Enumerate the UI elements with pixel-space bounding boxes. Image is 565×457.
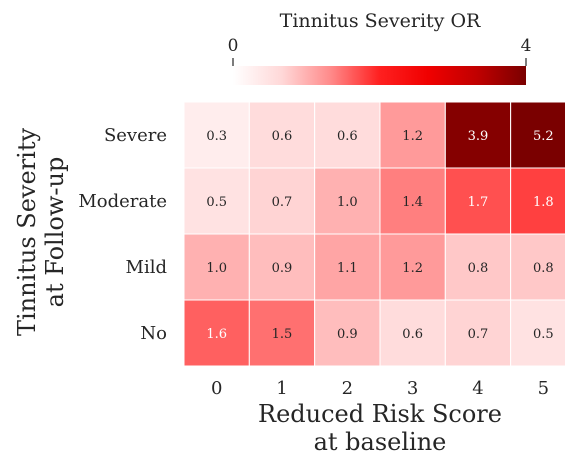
heatmap-cell (314, 299, 381, 367)
colorbar-title: Tinnitus Severity OR (280, 10, 481, 32)
x-tick-labels: 0 1 2 3 4 5 (211, 378, 549, 399)
cell-value-label: 1.7 (468, 195, 489, 210)
cell-value-label: 0.8 (533, 261, 554, 276)
cell-value-label: 3.9 (468, 129, 489, 144)
cell-value-label: 1.2 (402, 261, 423, 276)
colorbar-gradient (233, 66, 526, 85)
cell-value-label: 0.9 (337, 327, 358, 342)
cell-value-label: 0.6 (337, 129, 358, 144)
x-axis-label-line1: Reduced Risk Score (258, 400, 502, 428)
cell-value-label: 1.6 (206, 327, 227, 342)
cell-value-label: 0.9 (272, 261, 293, 276)
x-tick-label: 0 (211, 378, 222, 399)
colorbar-tick-label-min: 0 (228, 36, 239, 56)
heatmap-cell (444, 167, 512, 235)
cell-value-label: 0.5 (533, 327, 554, 342)
heatmap-cell (183, 167, 250, 235)
y-tick-label: Mild (126, 257, 167, 278)
cell-value-label: 1.5 (272, 327, 293, 342)
y-axis-label-line1: Tinnitus Severity (13, 128, 41, 337)
heatmap-cell (510, 233, 565, 301)
y-axis-label-line2: at Follow-up (41, 157, 69, 308)
heatmap-cells: 0.3 0.6 0.6 1.2 3.9 5.2 0.5 0.7 1.0 1.4 1.7 1.8 1.0 0… (183, 101, 565, 367)
heatmap-cell (510, 101, 565, 169)
heatmap-cell (183, 101, 250, 169)
x-tick-label: 1 (276, 378, 287, 399)
heatmap-cell (248, 233, 316, 301)
cell-value-label: 0.5 (206, 195, 227, 210)
cell-value-label: 0.3 (206, 129, 227, 144)
cell-value-label: 0.6 (402, 327, 423, 342)
cell-value-label: 0.6 (272, 129, 293, 144)
y-tick-label: Severe (104, 125, 167, 146)
cell-value-label: 0.7 (468, 327, 489, 342)
heatmap-cell (444, 233, 512, 301)
heatmap-cell (444, 299, 512, 367)
heatmap-cell (379, 101, 446, 169)
heatmap-cell (510, 167, 565, 235)
heatmap-cell (510, 299, 565, 367)
cell-value-label: 1.0 (206, 261, 227, 276)
heatmap-cell (248, 101, 316, 169)
x-tick-label: 5 (538, 378, 549, 399)
y-axis-label: Tinnitus Severity at Follow-up (13, 128, 69, 337)
heatmap-cell (248, 299, 316, 367)
cell-value-label: 1.2 (402, 129, 423, 144)
x-tick-label: 3 (407, 378, 418, 399)
heatmap-cell (314, 233, 381, 301)
y-tick-labels: Severe Moderate Mild No (78, 125, 167, 344)
cell-value-label: 1.1 (337, 261, 358, 276)
cell-value-label: 1.8 (533, 195, 554, 210)
x-tick-label: 4 (472, 378, 483, 399)
colorbar: Tinnitus Severity OR 0 4 (228, 10, 532, 85)
heatmap-cell (183, 233, 250, 301)
cell-value-label: 0.7 (272, 195, 293, 210)
heatmap-cell (314, 101, 381, 169)
cell-value-label: 1.0 (337, 195, 358, 210)
cell-value-label: 1.4 (402, 195, 423, 210)
cell-value-label: 5.2 (533, 129, 554, 144)
y-tick-label: Moderate (78, 191, 167, 212)
heatmap-cell (314, 167, 381, 235)
heatmap-cell (183, 299, 250, 367)
x-axis-label-line2: at baseline (314, 428, 447, 456)
colorbar-tick-label-max: 4 (521, 36, 532, 56)
x-tick-label: 2 (342, 378, 353, 399)
y-tick-label: No (140, 323, 167, 344)
heatmap-cell (379, 233, 446, 301)
cell-value-label: 0.8 (468, 261, 489, 276)
heatmap-cell (248, 167, 316, 235)
